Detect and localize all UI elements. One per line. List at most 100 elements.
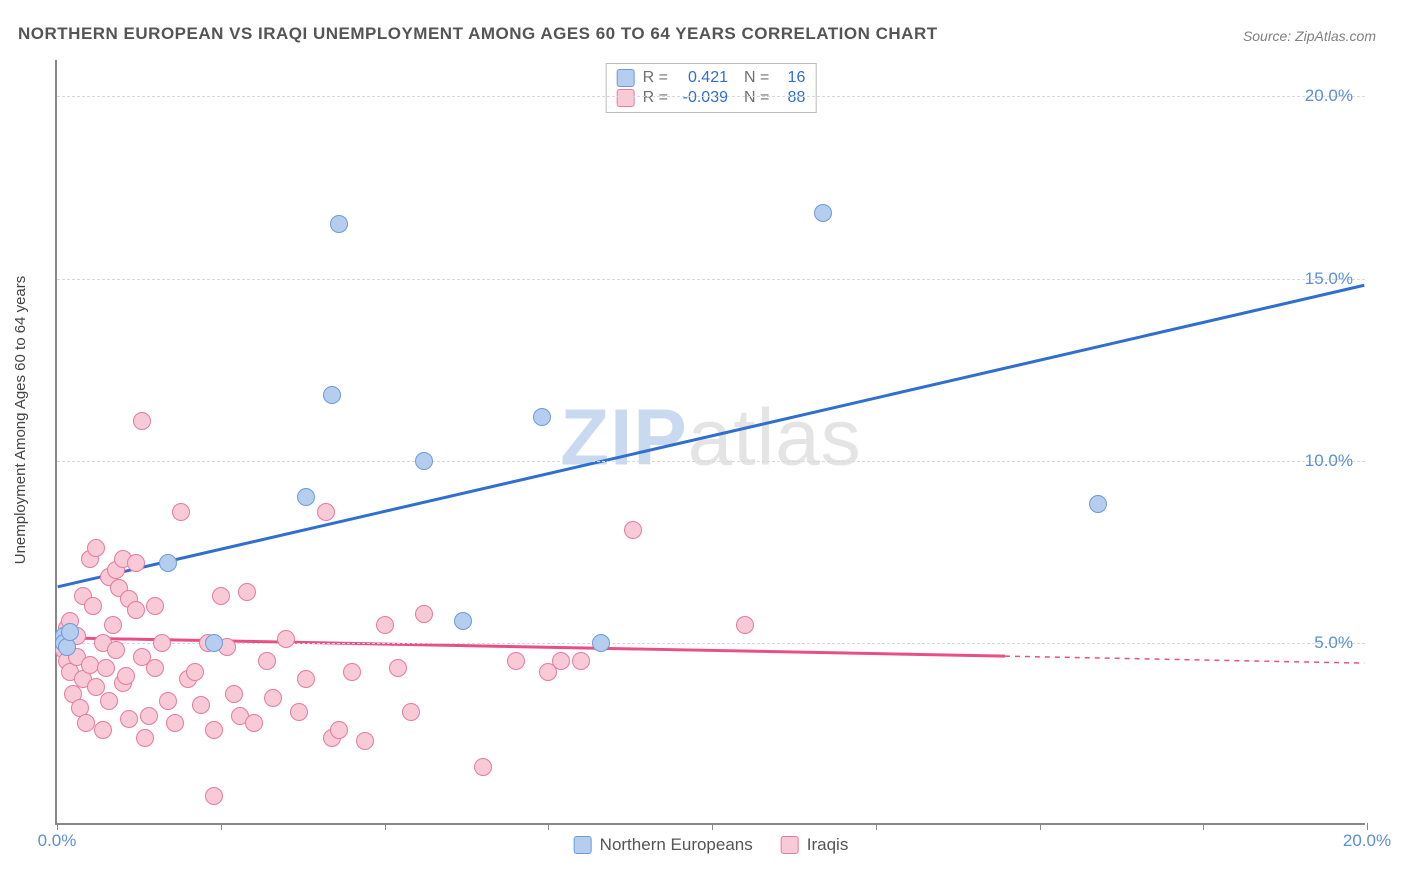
legend-series-label: Iraqis	[807, 835, 849, 855]
scatter-point	[317, 503, 335, 521]
scatter-point	[81, 656, 99, 674]
legend-stat-row: R = 0.421 N = 16	[617, 68, 806, 88]
scatter-point	[814, 204, 832, 222]
scatter-point	[290, 703, 308, 721]
legend-swatch	[617, 69, 635, 87]
scatter-point	[120, 710, 138, 728]
chart-title: NORTHERN EUROPEAN VS IRAQI UNEMPLOYMENT …	[18, 24, 938, 44]
x-tick-label: 20.0%	[1343, 831, 1391, 851]
scatter-point	[297, 488, 315, 506]
scatter-point	[323, 386, 341, 404]
x-tick	[221, 823, 222, 830]
y-axis-label: Unemployment Among Ages 60 to 64 years	[12, 276, 29, 565]
trend-line-dashed	[1005, 656, 1364, 663]
scatter-point	[94, 721, 112, 739]
scatter-point	[127, 601, 145, 619]
x-tick	[876, 823, 877, 830]
scatter-point	[552, 652, 570, 670]
scatter-point	[297, 670, 315, 688]
plot-area: ZIPatlas R =0.421N =16R =-0.039N =88 Nor…	[55, 60, 1365, 825]
x-tick	[712, 823, 713, 830]
y-tick-label: 10.0%	[1305, 451, 1353, 471]
scatter-point	[264, 689, 282, 707]
trend-lines	[57, 60, 1365, 823]
scatter-point	[258, 652, 276, 670]
scatter-point	[507, 652, 525, 670]
scatter-point	[159, 692, 177, 710]
scatter-point	[736, 616, 754, 634]
gridline	[57, 643, 1365, 644]
scatter-point	[330, 721, 348, 739]
scatter-point	[533, 408, 551, 426]
scatter-point	[205, 721, 223, 739]
scatter-point	[146, 597, 164, 615]
x-tick	[1203, 823, 1204, 830]
scatter-point	[225, 685, 243, 703]
correlation-legend: R =0.421N =16R =-0.039N =88	[606, 63, 817, 113]
chart-container: NORTHERN EUROPEAN VS IRAQI UNEMPLOYMENT …	[0, 0, 1406, 892]
scatter-point	[153, 634, 171, 652]
scatter-point	[172, 503, 190, 521]
scatter-point	[212, 587, 230, 605]
n-value: 16	[777, 69, 805, 87]
scatter-point	[100, 692, 118, 710]
scatter-point	[186, 663, 204, 681]
scatter-point	[133, 412, 151, 430]
legend-stat-row: R =-0.039N =88	[617, 88, 806, 108]
r-label: R =	[643, 69, 668, 87]
scatter-point	[572, 652, 590, 670]
scatter-point	[136, 729, 154, 747]
y-tick-label: 15.0%	[1305, 269, 1353, 289]
gridline	[57, 279, 1365, 280]
scatter-point	[205, 634, 223, 652]
scatter-point	[140, 707, 158, 725]
y-tick-label: 20.0%	[1305, 86, 1353, 106]
r-value: -0.039	[676, 89, 728, 107]
scatter-point	[376, 616, 394, 634]
trend-line	[58, 285, 1365, 587]
series-legend: Northern Europeans Iraqis	[574, 835, 849, 855]
n-label: N =	[744, 69, 769, 87]
legend-swatch	[781, 836, 799, 854]
scatter-point	[104, 616, 122, 634]
scatter-point	[87, 539, 105, 557]
scatter-point	[356, 732, 374, 750]
x-tick	[57, 823, 58, 830]
scatter-point	[117, 667, 135, 685]
legend-series-item: Iraqis	[781, 835, 849, 855]
r-label: R =	[643, 89, 668, 107]
legend-swatch	[574, 836, 592, 854]
scatter-point	[454, 612, 472, 630]
x-tick	[385, 823, 386, 830]
scatter-point	[84, 597, 102, 615]
scatter-point	[238, 583, 256, 601]
scatter-point	[277, 630, 295, 648]
watermark: ZIPatlas	[560, 391, 861, 483]
scatter-point	[166, 714, 184, 732]
scatter-point	[159, 554, 177, 572]
scatter-point	[107, 641, 125, 659]
x-tick	[548, 823, 549, 830]
scatter-point	[474, 758, 492, 776]
gridline	[57, 461, 1365, 462]
scatter-point	[127, 554, 145, 572]
x-tick	[1040, 823, 1041, 830]
scatter-point	[77, 714, 95, 732]
scatter-point	[192, 696, 210, 714]
gridline	[57, 96, 1365, 97]
scatter-point	[389, 659, 407, 677]
legend-swatch	[617, 89, 635, 107]
legend-series-item: Northern Europeans	[574, 835, 753, 855]
y-tick-label: 5.0%	[1314, 633, 1353, 653]
scatter-point	[97, 659, 115, 677]
source-label: Source: ZipAtlas.com	[1243, 28, 1376, 44]
scatter-point	[592, 634, 610, 652]
r-value: 0.421	[676, 69, 728, 87]
scatter-point	[415, 452, 433, 470]
scatter-point	[330, 215, 348, 233]
n-label: N =	[744, 89, 769, 107]
legend-series-label: Northern Europeans	[600, 835, 753, 855]
scatter-point	[87, 678, 105, 696]
scatter-point	[1089, 495, 1107, 513]
scatter-point	[245, 714, 263, 732]
